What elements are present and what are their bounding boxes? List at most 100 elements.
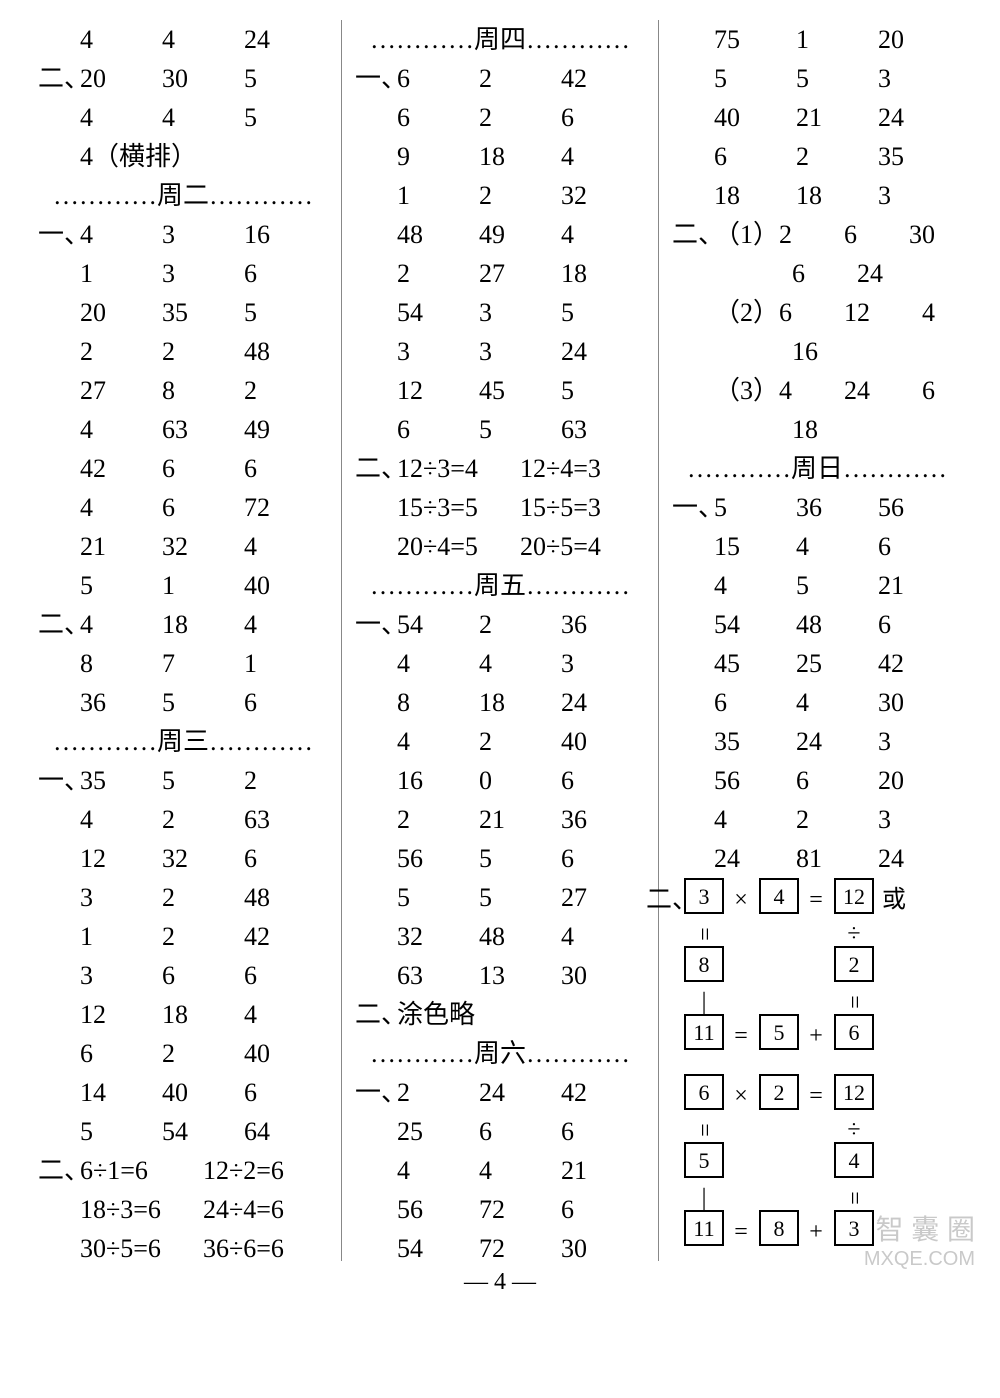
cell: 4	[561, 917, 643, 956]
cell: 54	[162, 1112, 244, 1151]
cell: 32	[561, 176, 643, 215]
table-row: 46349	[40, 410, 326, 449]
op-equals: =	[729, 1214, 753, 1250]
cell: 45	[479, 371, 561, 410]
table-row: 56620	[674, 761, 960, 800]
op-plus: +	[804, 1214, 828, 1250]
cell: 27	[479, 254, 561, 293]
cell: 48	[244, 878, 326, 917]
cell: 5	[479, 410, 561, 449]
table-row: 547230	[357, 1229, 643, 1268]
cell: 2	[397, 1073, 479, 1112]
cell: 6	[561, 839, 643, 878]
cell: 42	[244, 917, 326, 956]
cell: 1	[397, 176, 479, 215]
table-row: 4263	[40, 800, 326, 839]
cell: 12÷4=3	[520, 449, 643, 488]
cell: 42	[878, 644, 960, 683]
cell: 4	[397, 722, 479, 761]
cell: 6	[397, 59, 479, 98]
cell: 1	[244, 644, 326, 683]
cell: 6	[714, 683, 796, 722]
cell: 21	[796, 98, 878, 137]
cell: 2	[397, 800, 479, 839]
cell: 6	[561, 761, 643, 800]
table-row: 4240	[357, 722, 643, 761]
puzzle-box: 3	[684, 878, 724, 914]
cell: 12÷2=6	[203, 1151, 326, 1190]
cell: 5	[397, 878, 479, 917]
puzzle-box: 8	[684, 946, 724, 982]
cell: 49	[479, 215, 561, 254]
cell: 18	[479, 137, 561, 176]
table-row: 136	[40, 254, 326, 293]
table-row: 5435	[357, 293, 643, 332]
cell: 27	[561, 878, 643, 917]
section-label: 二、	[672, 215, 724, 254]
cell: 36	[796, 488, 878, 527]
cell: 36÷6=6	[203, 1229, 326, 1268]
cell: 21	[561, 1151, 643, 1190]
cell: 6	[878, 605, 960, 644]
table-row: 631330	[357, 956, 643, 995]
cell: 4	[80, 410, 162, 449]
table-row: 366	[40, 956, 326, 995]
op-equals-v: =	[836, 990, 872, 1014]
cell: 24	[796, 722, 878, 761]
cell: 2	[796, 800, 878, 839]
cell: 3	[479, 293, 561, 332]
cell: 1	[796, 20, 878, 59]
table-row: 6235	[674, 137, 960, 176]
op-equals-v: =	[686, 922, 722, 946]
table-row: 5656	[357, 839, 643, 878]
table-row: 一、22442	[357, 1073, 643, 1112]
cell: 63	[561, 410, 643, 449]
text-line: 二、（1）2 6 30	[674, 215, 960, 254]
cell: 25	[397, 1112, 479, 1151]
cell: 54	[714, 605, 796, 644]
cell: 54	[397, 293, 479, 332]
table-row: 32484	[357, 917, 643, 956]
cell: 4	[80, 800, 162, 839]
table-row: 一、3552	[40, 761, 326, 800]
cell: 20÷4=5	[397, 527, 520, 566]
cell: 3	[80, 956, 162, 995]
equation-row: 二、6÷1=612÷2=6	[40, 1151, 326, 1190]
puzzle-box: 11	[684, 1014, 724, 1050]
cell: 8	[397, 683, 479, 722]
section-label: 一、	[38, 761, 90, 800]
cell: （1）2 6 30	[714, 220, 935, 249]
table-row: 20355	[40, 293, 326, 332]
cell: 2	[162, 1034, 244, 1073]
cell: 15÷5=3	[520, 488, 643, 527]
cell: 4	[796, 683, 878, 722]
cell: 4	[80, 488, 162, 527]
cell: 2	[796, 137, 878, 176]
cell: 18	[162, 605, 244, 644]
cell: 4	[80, 98, 162, 137]
cell: 48	[244, 332, 326, 371]
cell: 15	[714, 527, 796, 566]
cell: 4	[397, 644, 479, 683]
cell: 18	[796, 176, 878, 215]
table-row: 81824	[357, 683, 643, 722]
column-1: 4 4 24 二、 20 30 5 4 4 5 4（横排） …………周二……………	[30, 20, 336, 1261]
column-separator	[341, 20, 342, 1261]
cell: 21	[878, 566, 960, 605]
cell: 2	[479, 605, 561, 644]
puzzle-box: 12	[834, 1074, 874, 1110]
section-label: 一、	[672, 488, 724, 527]
cell: 2	[162, 917, 244, 956]
table-row: 452542	[674, 644, 960, 683]
table-row: 4521	[674, 566, 960, 605]
cell: 12	[80, 995, 162, 1034]
cell: 5	[714, 59, 796, 98]
cell: 6	[162, 488, 244, 527]
cell: 63	[162, 410, 244, 449]
section-label: 一、	[355, 59, 407, 98]
table-row: 48494	[357, 215, 643, 254]
cell: 21	[80, 527, 162, 566]
cell: 36	[561, 605, 643, 644]
cell: 2	[244, 761, 326, 800]
cell: 18	[561, 254, 643, 293]
